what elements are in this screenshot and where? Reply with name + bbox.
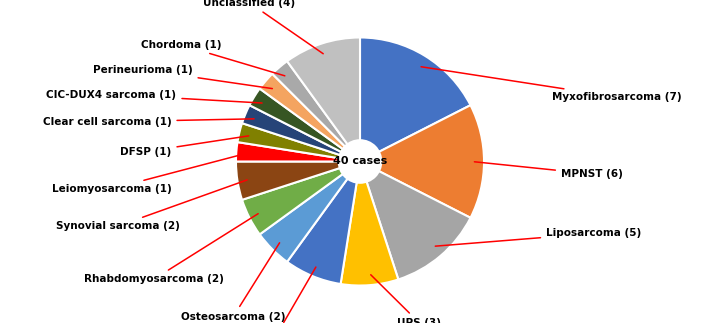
Text: Clear cell sarcoma (1): Clear cell sarcoma (1) [42,117,254,127]
Circle shape [338,139,382,184]
Text: Osteosarcoma (2): Osteosarcoma (2) [181,243,286,321]
Text: Chordoma (1): Chordoma (1) [140,40,285,76]
Wedge shape [360,37,470,162]
Wedge shape [242,105,360,162]
Text: Unclassified (4): Unclassified (4) [203,0,323,54]
Text: Liposarcoma (5): Liposarcoma (5) [436,228,642,246]
Wedge shape [236,142,360,162]
Text: Perineurioma (1): Perineurioma (1) [93,65,272,89]
Text: UPS (3): UPS (3) [371,275,441,323]
Text: Synovial sarcoma (2): Synovial sarcoma (2) [56,180,247,231]
Wedge shape [272,61,360,162]
Wedge shape [360,162,470,279]
Text: CIC-DUX4 sarcoma (1): CIC-DUX4 sarcoma (1) [46,89,262,103]
Wedge shape [260,162,360,262]
Wedge shape [242,162,360,234]
Wedge shape [341,162,398,286]
Wedge shape [260,74,360,162]
Wedge shape [238,123,360,162]
Text: MPNST (6): MPNST (6) [474,162,623,179]
Wedge shape [236,162,360,200]
Text: Myxofibrosarcoma (7): Myxofibrosarcoma (7) [421,67,682,102]
Text: Rhabdomyosarcoma (2): Rhabdomyosarcoma (2) [84,214,258,284]
Text: Chondrosarcoma (3): Chondrosarcoma (3) [218,267,338,323]
Text: Leiomyosarcoma (1): Leiomyosarcoma (1) [52,153,246,194]
Text: DFSP (1): DFSP (1) [120,136,248,157]
Wedge shape [250,89,360,162]
Wedge shape [287,162,360,284]
Wedge shape [360,105,484,218]
Wedge shape [287,37,360,162]
Text: 40 cases: 40 cases [333,157,387,166]
